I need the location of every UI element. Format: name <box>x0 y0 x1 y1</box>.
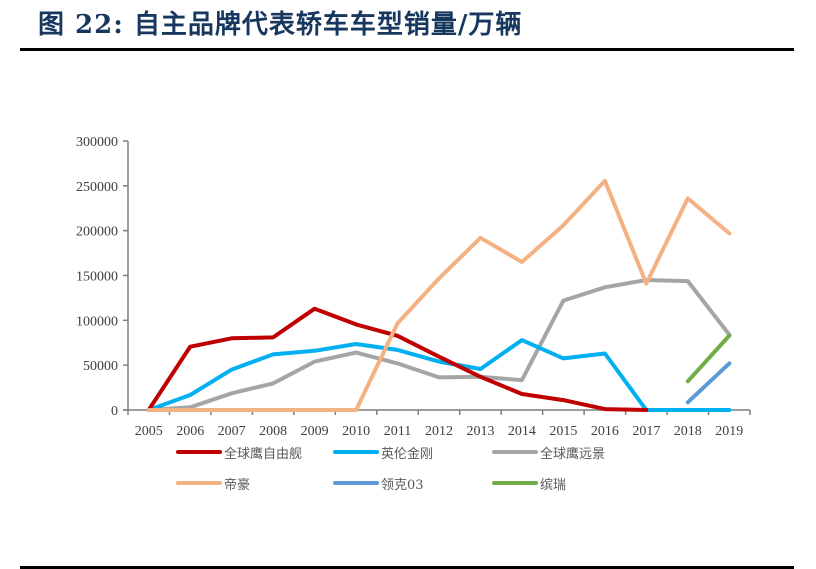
legend-label: 帝豪 <box>224 477 251 493</box>
legend-item-yuanjing: 全球鹰远景 <box>492 442 605 462</box>
y-axis: 0 50000 100000 150000 200000 250000 300000 <box>76 135 129 419</box>
x-tick-label: 2009 <box>301 424 329 439</box>
figure-title: 图 22: 自主品牌代表轿车车型销量/万辆 <box>38 10 523 40</box>
x-tick-label: 2010 <box>342 424 370 439</box>
top-rule <box>20 48 794 51</box>
x-tick-label: 2005 <box>135 424 163 439</box>
x-axis: 2005 2006 2007 2008 2009 2010 2011 2012 2013 2014… <box>123 409 751 439</box>
x-tick-label: 2012 <box>425 424 453 439</box>
y-tick-label: 150000 <box>76 270 118 285</box>
legend-label: 领克03 <box>381 477 424 493</box>
series-line <box>685 361 732 405</box>
y-tick-label: 0 <box>111 404 118 419</box>
series-line <box>146 306 649 412</box>
legend-label: 英伦金刚 <box>381 446 434 462</box>
legend-item-yinglunjingang: 英伦金刚 <box>333 442 433 462</box>
x-tick-label: 2013 <box>466 424 494 439</box>
x-tick-label: 2014 <box>508 424 536 439</box>
y-tick-label: 50000 <box>83 359 118 374</box>
x-tick-label: 2007 <box>218 424 246 439</box>
x-tick-label: 2016 <box>591 424 619 439</box>
y-tick-label: 250000 <box>76 180 118 195</box>
x-tick-label: 2019 <box>715 424 743 439</box>
x-tick-label: 2011 <box>384 424 411 439</box>
legend-swatch <box>176 481 222 485</box>
legend-label: 全球鹰远景 <box>540 446 606 462</box>
y-tick-label: 100000 <box>76 314 118 329</box>
legend-swatch <box>333 481 379 485</box>
y-tick-label: 300000 <box>76 135 118 150</box>
legend-swatch <box>176 450 222 454</box>
x-tick-label: 2006 <box>176 424 204 439</box>
legend-item-ziyoujian: 全球鹰自由舰 <box>176 442 302 462</box>
series-layer <box>146 178 732 412</box>
series-line <box>146 278 732 412</box>
legend-item-lynk03: 领克03 <box>333 473 424 493</box>
legend-item-dihao: 帝豪 <box>176 473 250 493</box>
legend-label: 全球鹰自由舰 <box>224 446 303 462</box>
series-line <box>685 333 732 384</box>
bottom-rule <box>20 566 794 569</box>
series-line <box>146 338 732 412</box>
series-line <box>146 178 732 412</box>
x-tick-label: 2015 <box>549 424 577 439</box>
legend-swatch <box>492 481 538 485</box>
legend-swatch <box>492 450 538 454</box>
x-tick-label: 2018 <box>674 424 702 439</box>
y-tick-label: 200000 <box>76 225 118 240</box>
legend-swatch <box>333 450 379 454</box>
x-tick-label: 2008 <box>259 424 287 439</box>
legend-item-binrui: 缤瑞 <box>492 473 566 493</box>
legend-label: 缤瑞 <box>540 477 567 493</box>
x-tick-label: 2017 <box>632 424 660 439</box>
